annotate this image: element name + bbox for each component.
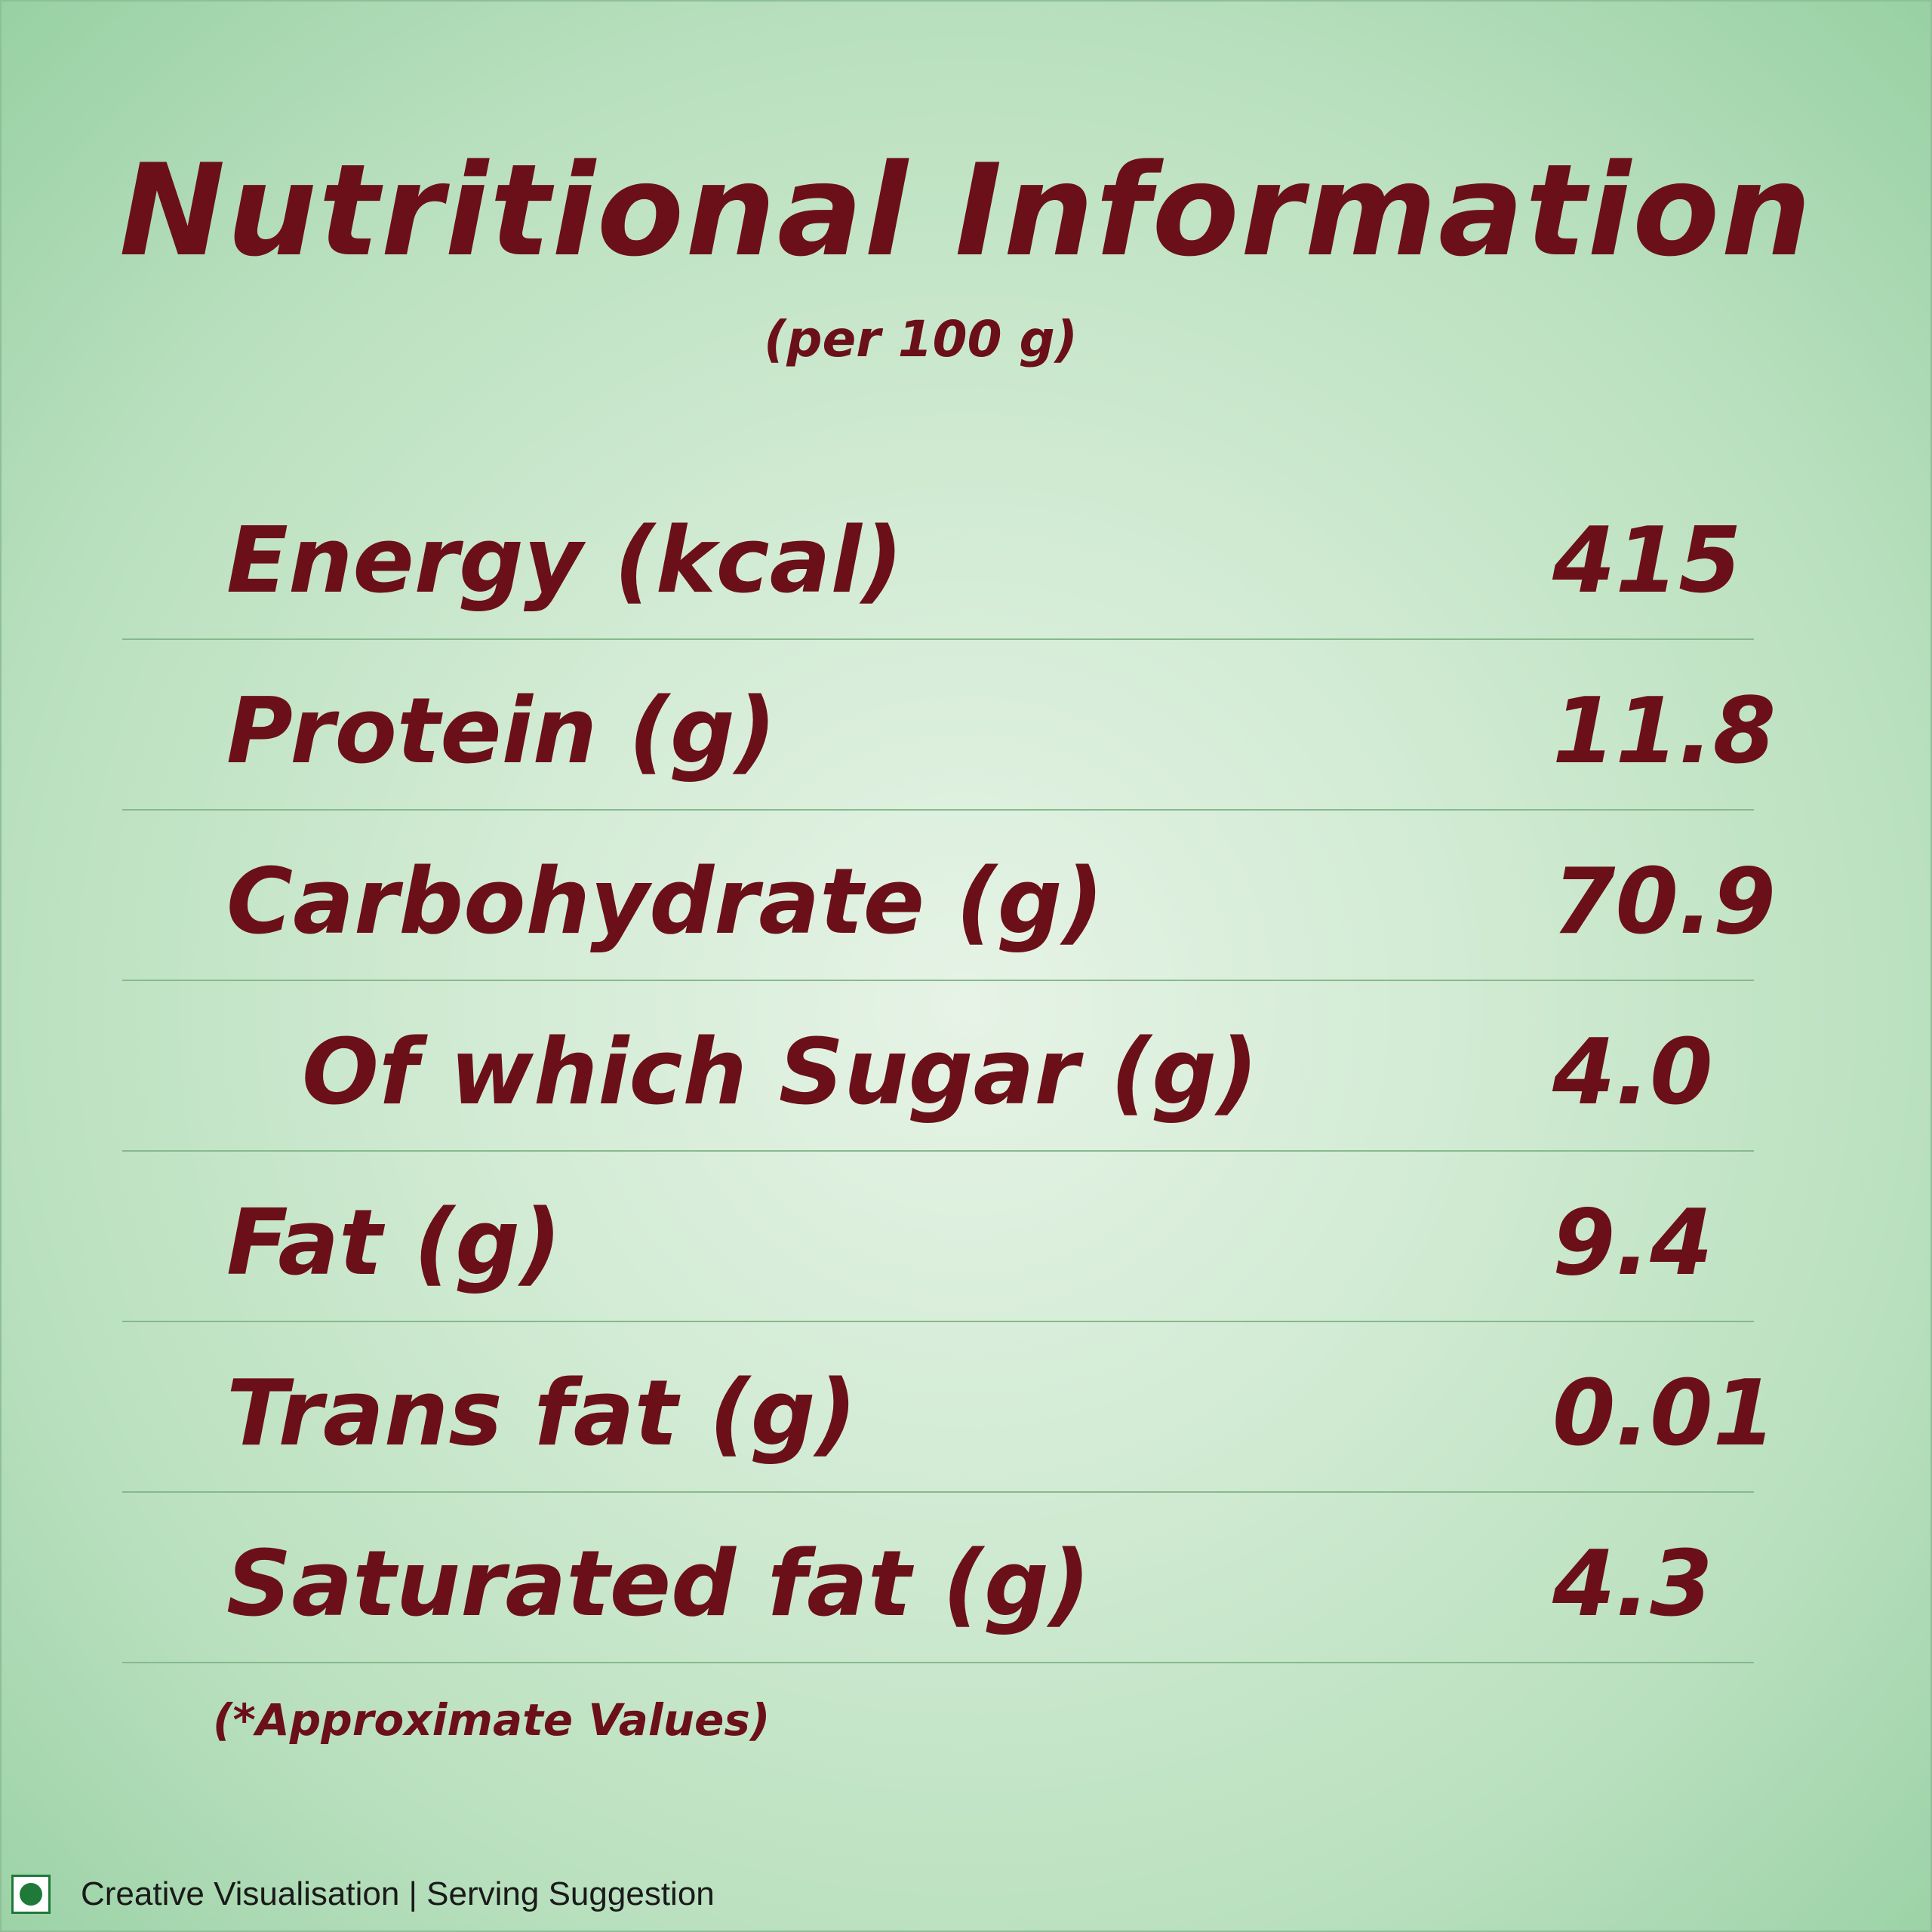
- nutrient-label: Saturated fat (g): [226, 1532, 1091, 1637]
- nutrient-row-sugar: Of which Sugar (g) 4.0: [122, 981, 1754, 1152]
- nutrient-value: 9.4: [1552, 1191, 1713, 1296]
- nutrient-value: 4.3: [1552, 1532, 1713, 1637]
- footer-text: Creative Visualisation | Serving Suggest…: [81, 1875, 715, 1912]
- nutrient-row-protein: Protein (g) 11.8: [122, 640, 1776, 811]
- nutrient-value: 70.9: [1552, 850, 1777, 955]
- nutrition-table: Energy (kcal) 415 Protein (g) 11.8 Carbo…: [122, 469, 1776, 1663]
- nutrient-value: 0.01: [1552, 1361, 1777, 1466]
- nutrient-label: Fat (g): [226, 1191, 561, 1296]
- nutrient-label: Energy (kcal): [226, 509, 903, 614]
- nutrient-row-energy: Energy (kcal) 415: [122, 469, 1754, 640]
- nutrient-value: 415: [1552, 509, 1742, 614]
- veg-mark-icon: [11, 1875, 51, 1914]
- nutrient-row-fat: Fat (g) 9.4: [122, 1152, 1754, 1322]
- nutrient-label: Protein (g): [226, 679, 777, 784]
- nutrient-label: Carbohydrate (g): [226, 850, 1104, 955]
- nutrient-label: Of which Sugar (g): [302, 1020, 1259, 1125]
- veg-dot: [20, 1883, 42, 1906]
- nutrient-label: Trans fat (g): [226, 1361, 857, 1466]
- nutrient-row-carbohydrate: Carbohydrate (g) 70.9: [122, 811, 1776, 981]
- page-subtitle: (per 100 g): [764, 310, 1078, 368]
- footer: Creative Visualisation | Serving Suggest…: [11, 1872, 715, 1917]
- nutrient-value: 11.8: [1552, 679, 1777, 784]
- approximate-values-note: (*Approximate Values): [213, 1694, 771, 1746]
- page-title: Nutritional Information: [118, 137, 1814, 285]
- nutrient-value: 4.0: [1552, 1020, 1713, 1125]
- nutrient-row-saturated-fat: Saturated fat (g) 4.3: [122, 1493, 1754, 1663]
- nutrient-row-trans-fat: Trans fat (g) 0.01: [122, 1322, 1776, 1493]
